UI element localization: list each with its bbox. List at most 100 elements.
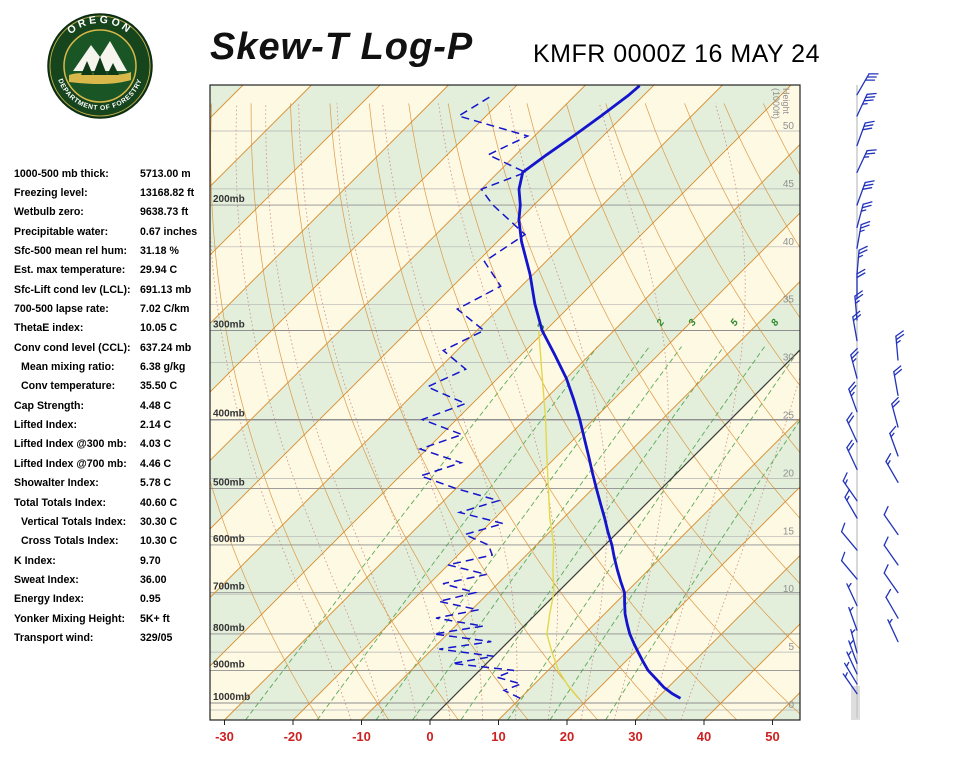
pressure-axis-label: 900mb	[213, 659, 245, 670]
index-row: 1000-500 mb thick: 5713.00 m	[14, 164, 219, 183]
index-value: 9638.73 ft	[140, 206, 189, 219]
index-label: Conv cond level (CCL):	[14, 341, 131, 354]
index-label: K Index:	[14, 554, 56, 567]
pressure-axis-label: 200mb	[213, 194, 245, 205]
pressure-gridlines	[210, 204, 800, 704]
index-value: 5.78 C	[140, 477, 172, 490]
wind-barb	[850, 628, 858, 654]
wind-barb	[843, 661, 858, 685]
moist-adiabats	[210, 103, 800, 720]
page-title: Skew-T Log-P	[210, 26, 474, 68]
index-value: 7.02 C/km	[140, 303, 190, 316]
wind-barb	[856, 201, 873, 229]
index-value: 9.70	[140, 554, 161, 567]
wind-barb	[854, 290, 864, 321]
index-row: K Index: 9.70	[14, 551, 219, 570]
temp-axis-label: -30	[215, 729, 234, 744]
wind-barb	[889, 425, 899, 457]
wind-barb	[840, 522, 858, 551]
index-value: 10.30 C	[140, 535, 178, 548]
index-value: 4.46 C	[140, 457, 172, 470]
index-label: Wetbulb zero:	[14, 206, 84, 219]
index-value: 637.24 mb	[140, 341, 192, 354]
wind-barb	[891, 396, 900, 428]
wind-barb	[848, 606, 858, 631]
wind-barb	[883, 564, 899, 594]
wind-barb	[885, 453, 899, 483]
station-datetime: KMFR 0000Z 16 MAY 24	[533, 40, 820, 68]
pressure-axis-label: 400mb	[213, 408, 245, 419]
index-label: Total Totals Index:	[14, 496, 107, 509]
index-row: Total Totals Index: 40.60 C	[14, 493, 219, 512]
index-row: Energy Index: 0.95	[14, 590, 219, 609]
index-row: Est. max temperature: 29.94 C	[14, 261, 219, 280]
wind-barb	[848, 640, 858, 665]
index-label: Sfc-500 mean rel hum:	[14, 245, 128, 258]
wind-barb	[887, 618, 899, 643]
index-label: Lifted Index @300 mb:	[14, 438, 127, 451]
index-label: Cross Totals Index:	[21, 535, 119, 548]
wind-barb	[848, 381, 858, 413]
wetbulb-curve	[538, 330, 579, 699]
height-axis-label: 25	[783, 411, 795, 422]
temp-axis-label: 0	[426, 729, 433, 744]
wind-barb	[883, 505, 899, 536]
temperature-axis: -30 -20 -10 0 10 20 30 40 50	[215, 720, 780, 744]
index-value: 0.67 inches	[140, 225, 198, 238]
wind-barb	[846, 439, 858, 471]
index-row: Vertical Totals Index: 30.30 C	[14, 512, 219, 531]
index-value: 10.05 C	[140, 322, 178, 335]
height-axis-label: 50	[783, 121, 795, 132]
index-label: Energy Index:	[14, 593, 85, 606]
index-label: Lifted Index:	[14, 419, 77, 432]
wind-barb	[842, 672, 858, 695]
index-row: Cross Totals Index: 10.30 C	[14, 532, 219, 551]
height-axis-label: 45	[783, 179, 795, 190]
logo-trees	[81, 57, 119, 75]
index-label: Sweat Index:	[14, 573, 79, 586]
height-axis-label: 35	[783, 295, 795, 306]
indices-panel: 1000-500 mb thick: 5713.00 m Freezing leve…	[14, 164, 219, 648]
pressure-axis-label: 500mb	[213, 478, 245, 489]
pressure-axis-label: 1000mb	[213, 692, 250, 703]
wind-barb	[844, 488, 858, 519]
index-label: Mean mixing ratio:	[21, 361, 115, 374]
index-value: 30.30 C	[140, 515, 178, 528]
index-value: 29.94 C	[140, 264, 178, 277]
index-value: 0.95	[140, 593, 161, 606]
wind-barb	[852, 310, 862, 342]
height-axis-label: 0	[788, 700, 794, 711]
wind-barb	[856, 92, 877, 117]
index-value: 329/05	[140, 631, 173, 644]
height-axis-label: 20	[783, 468, 795, 479]
index-label: 700-500 lapse rate:	[14, 303, 109, 316]
index-label: Est. max temperature:	[14, 264, 126, 277]
temp-axis-label: 20	[560, 729, 574, 744]
index-value: 36.00	[140, 573, 167, 586]
index-label: Sfc-Lift cond lev (LCL):	[14, 283, 131, 296]
wind-barb	[856, 245, 868, 275]
index-value: 691.13 mb	[140, 283, 192, 296]
wind-barb	[846, 582, 858, 607]
index-label: Vertical Totals Index:	[21, 515, 127, 528]
index-value: 2.14 C	[140, 419, 172, 432]
index-value: 35.50 C	[140, 380, 178, 393]
height-axis-label: 15	[783, 526, 795, 537]
index-row: Mean mixing ratio: 6.38 g/kg	[14, 357, 219, 376]
sounding-curves	[417, 85, 682, 700]
index-value: 31.18 %	[140, 245, 179, 258]
logo-gold-ring	[49, 15, 151, 117]
temp-axis-label: 10	[491, 729, 505, 744]
temp-axis-label: 30	[628, 729, 642, 744]
height-axis-labels: 0 5 10 15 20 25 30 35 40 45 50 Height(1000ft)	[771, 88, 794, 711]
dry-adiabats	[210, 103, 800, 720]
index-label: Freezing level:	[14, 187, 88, 200]
index-value: 6.38 g/kg	[140, 361, 186, 374]
index-row: Sfc-500 mean rel hum: 31.18 %	[14, 241, 219, 260]
mixing-ratio-label: 8	[769, 317, 781, 328]
temp-axis-label: 50	[765, 729, 779, 744]
index-label: Yonker Mixing Height:	[14, 612, 126, 625]
index-row: Precipitable water: 0.67 inches	[14, 222, 219, 241]
index-label: ThetaE index:	[14, 322, 84, 335]
wind-barb	[842, 472, 858, 502]
